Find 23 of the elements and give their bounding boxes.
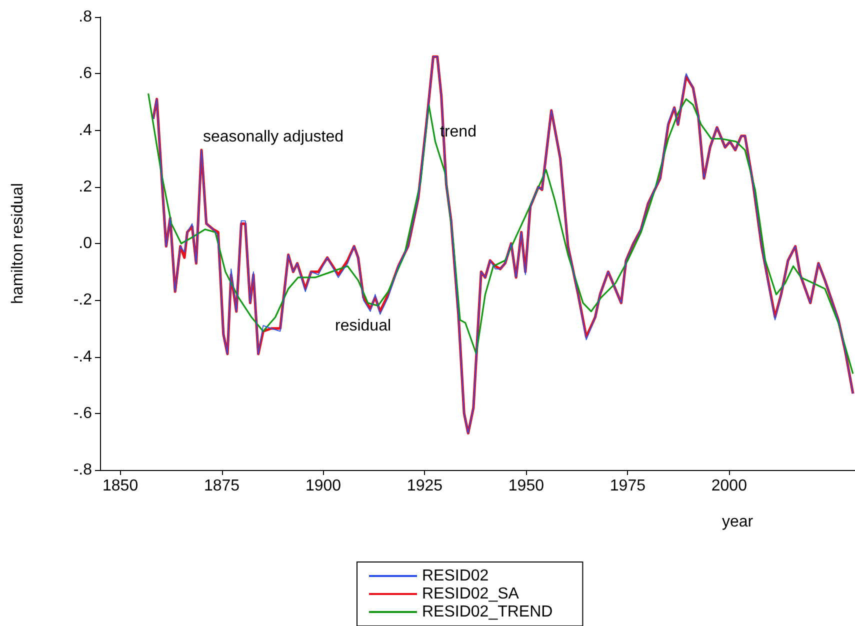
legend-label: RESID02_SA [422, 586, 520, 602]
annotation: seasonally adjusted [203, 128, 344, 146]
annotation: residual [335, 318, 392, 334]
y-tick-label: .4 [78, 122, 92, 139]
y-tick-label: .0 [78, 235, 92, 252]
x-tick-label: 2000 [711, 478, 748, 494]
x-tick-label: 1900 [305, 478, 342, 494]
y-tick-label: .6 [78, 65, 92, 82]
y-tick-label: -.6 [73, 404, 92, 422]
y-tick-label: -.8 [73, 462, 92, 478]
x-tick-label: 1950 [508, 478, 544, 494]
x-axis-title: year [722, 514, 754, 530]
y-axis-title: hamilton residual [10, 183, 26, 304]
legend-label: RESID02 [422, 568, 489, 584]
y-tick-label: .8 [78, 8, 92, 26]
legend-label: RESID02_TREND [422, 604, 553, 620]
y-tick-label: -.4 [73, 348, 92, 366]
x-tick-label: 1925 [406, 478, 443, 494]
y-tick-label: .2 [78, 178, 92, 196]
x-tick-label: 1975 [610, 478, 646, 494]
x-tick-label: 1875 [204, 478, 240, 494]
x-tick-label: 1850 [102, 478, 138, 494]
y-tick-label: -.2 [73, 292, 92, 309]
